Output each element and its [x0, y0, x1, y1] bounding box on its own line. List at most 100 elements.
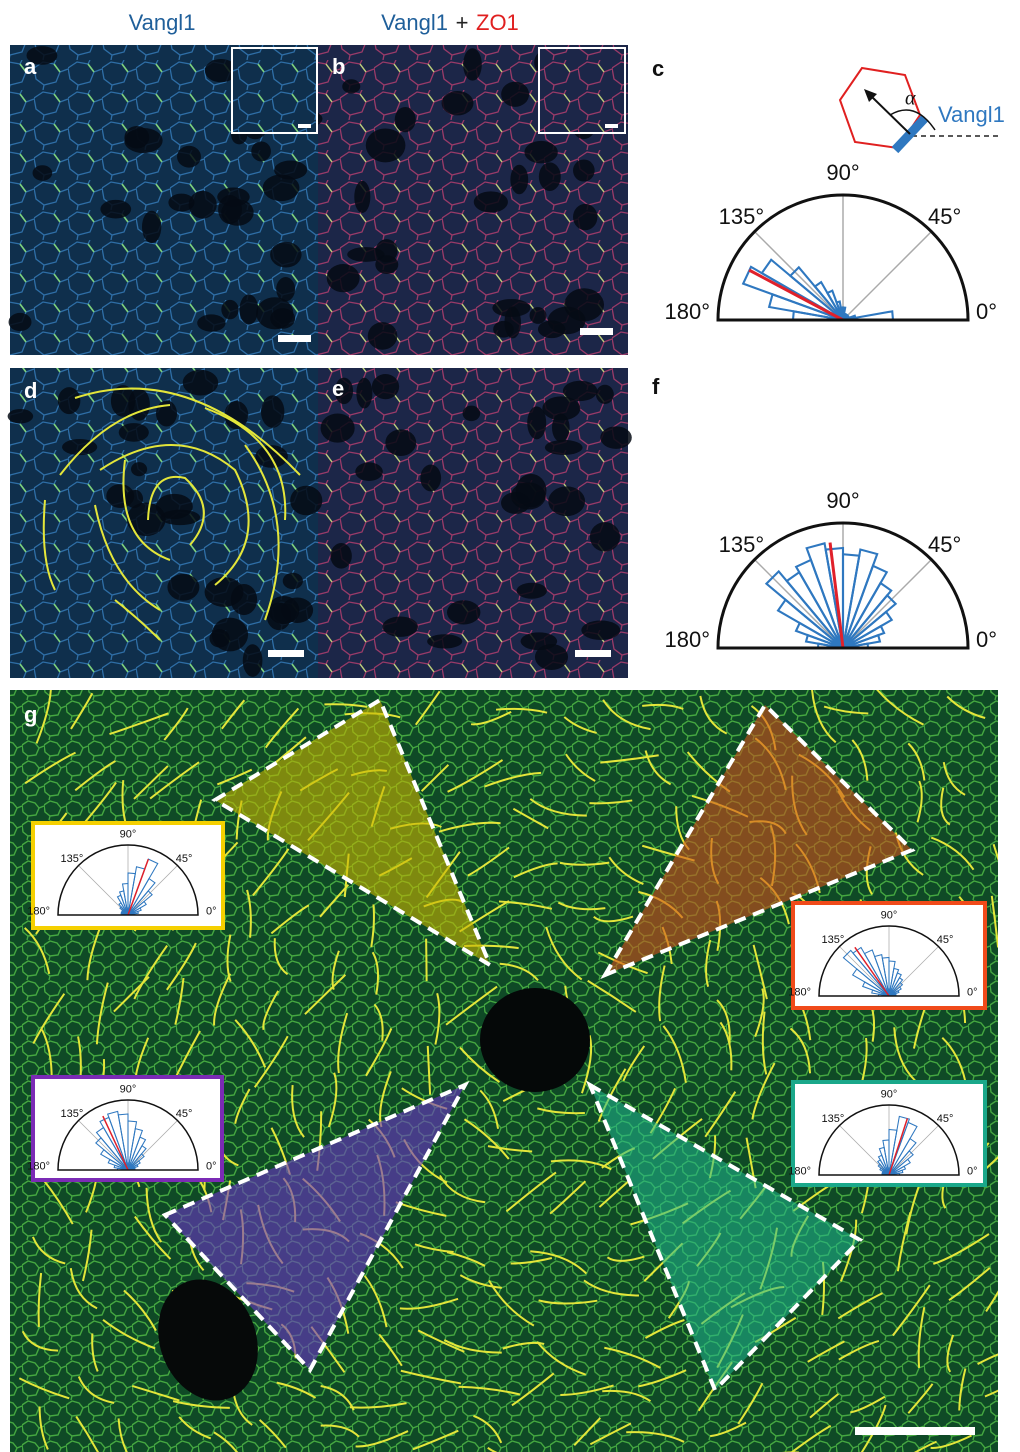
dark-cell — [58, 387, 81, 414]
scale-bar — [278, 335, 311, 342]
polarity-line — [999, 1434, 1020, 1452]
dark-cell — [563, 381, 597, 401]
dark-cell — [243, 644, 263, 677]
dark-cell — [356, 378, 372, 409]
rose-plot: 0°45°90°135°180° — [27, 823, 223, 928]
dark-cell — [463, 406, 481, 422]
dark-cell — [124, 126, 149, 148]
dark-cell — [100, 200, 131, 219]
dark-cell — [539, 162, 561, 191]
scale-bar — [605, 124, 618, 128]
polarity-line — [1009, 968, 1020, 1027]
angle-label: 45° — [928, 204, 961, 229]
dark-cell — [189, 191, 217, 219]
dark-cell — [548, 307, 586, 335]
dark-cell — [581, 620, 620, 640]
panel-label: c — [652, 56, 664, 81]
angle-label: 0° — [967, 1166, 978, 1178]
angle-label: 180° — [664, 299, 710, 324]
dark-cell — [552, 413, 570, 442]
dark-cell — [463, 48, 482, 80]
dark-cell — [224, 401, 248, 429]
dark-cell — [501, 82, 529, 107]
dark-cell — [106, 484, 134, 508]
dark-cell — [183, 370, 218, 396]
column-title: Vangl1 — [381, 10, 448, 35]
angle-label: 0° — [976, 627, 997, 652]
dark-cell — [283, 573, 303, 589]
angle-label: 45° — [937, 1113, 954, 1125]
angle-label: 0° — [967, 987, 978, 999]
polarity-line — [1013, 952, 1019, 993]
rose-plot: 0°45°90°135°180° — [27, 1077, 222, 1180]
dark-cell — [492, 299, 530, 317]
dark-cell — [261, 395, 284, 427]
angle-spoke — [843, 232, 931, 320]
inset — [539, 48, 625, 133]
dark-cell — [221, 300, 238, 319]
dark-cell — [256, 297, 293, 329]
dark-cell — [590, 522, 620, 552]
rose-plot: 0°45°90°135°180° — [788, 903, 985, 1008]
scale-bar — [575, 650, 611, 657]
dark-cell — [573, 204, 597, 230]
dark-cell — [354, 181, 370, 213]
angle-symbol: α — [905, 88, 916, 110]
column-title: ZO1 — [476, 10, 519, 35]
dark-cell — [530, 307, 547, 324]
dark-cell — [382, 617, 418, 637]
dark-cell — [372, 374, 399, 399]
dark-cell — [420, 465, 441, 492]
dark-cell — [240, 294, 259, 324]
angle-label: 45° — [928, 532, 961, 557]
polarity-line — [1006, 1216, 1015, 1257]
dark-cell — [527, 406, 546, 439]
angle-label: 135° — [822, 934, 845, 946]
figure: Vangl1 Vangl1 + ZO1 — [0, 0, 1020, 1452]
dark-cell — [535, 644, 568, 670]
angle-label: 135° — [61, 853, 84, 865]
dark-cell — [8, 409, 34, 423]
dark-cell — [395, 107, 416, 132]
panel-label: f — [652, 374, 660, 399]
angle-label: 135° — [719, 532, 765, 557]
dark-cell — [270, 242, 301, 268]
angle-label: 90° — [826, 160, 859, 185]
dark-cell — [376, 239, 398, 262]
angle-label: 0° — [206, 906, 217, 918]
scale-bar — [855, 1427, 975, 1435]
polarity-line — [1002, 808, 1012, 845]
angle-label: 135° — [822, 1113, 845, 1125]
dark-cell — [177, 146, 201, 168]
angle-label: 90° — [120, 1083, 137, 1095]
angle-label: 180° — [788, 1166, 811, 1178]
dark-cell — [368, 322, 398, 350]
rose-bar — [762, 260, 843, 320]
dark-cell — [156, 400, 177, 426]
angle-label: 90° — [881, 909, 898, 921]
scale-bar — [268, 650, 304, 657]
column-title-plus: + — [456, 10, 469, 35]
angle-label: 180° — [27, 906, 50, 918]
dark-cell — [330, 543, 351, 569]
angle-label: 135° — [61, 1108, 84, 1120]
panel-label: g — [24, 702, 37, 727]
dark-cell — [274, 161, 307, 180]
hole — [480, 988, 590, 1092]
dark-cell — [447, 600, 480, 624]
dark-cell — [366, 128, 406, 162]
dark-cell — [573, 159, 595, 181]
dark-cell — [251, 141, 271, 161]
polarity-line — [1005, 741, 1012, 777]
dark-cell — [197, 314, 225, 331]
orientation-diagram: α Vangl1 — [840, 68, 1005, 150]
dark-cell — [501, 492, 530, 514]
polarity-line — [1013, 692, 1018, 733]
dark-cell — [142, 211, 161, 243]
dark-cell — [119, 423, 149, 442]
dark-cell — [474, 191, 508, 212]
dark-cell — [427, 634, 462, 648]
panel-label: d — [24, 378, 37, 403]
dark-cell — [327, 264, 360, 292]
scale-bar — [580, 328, 613, 335]
